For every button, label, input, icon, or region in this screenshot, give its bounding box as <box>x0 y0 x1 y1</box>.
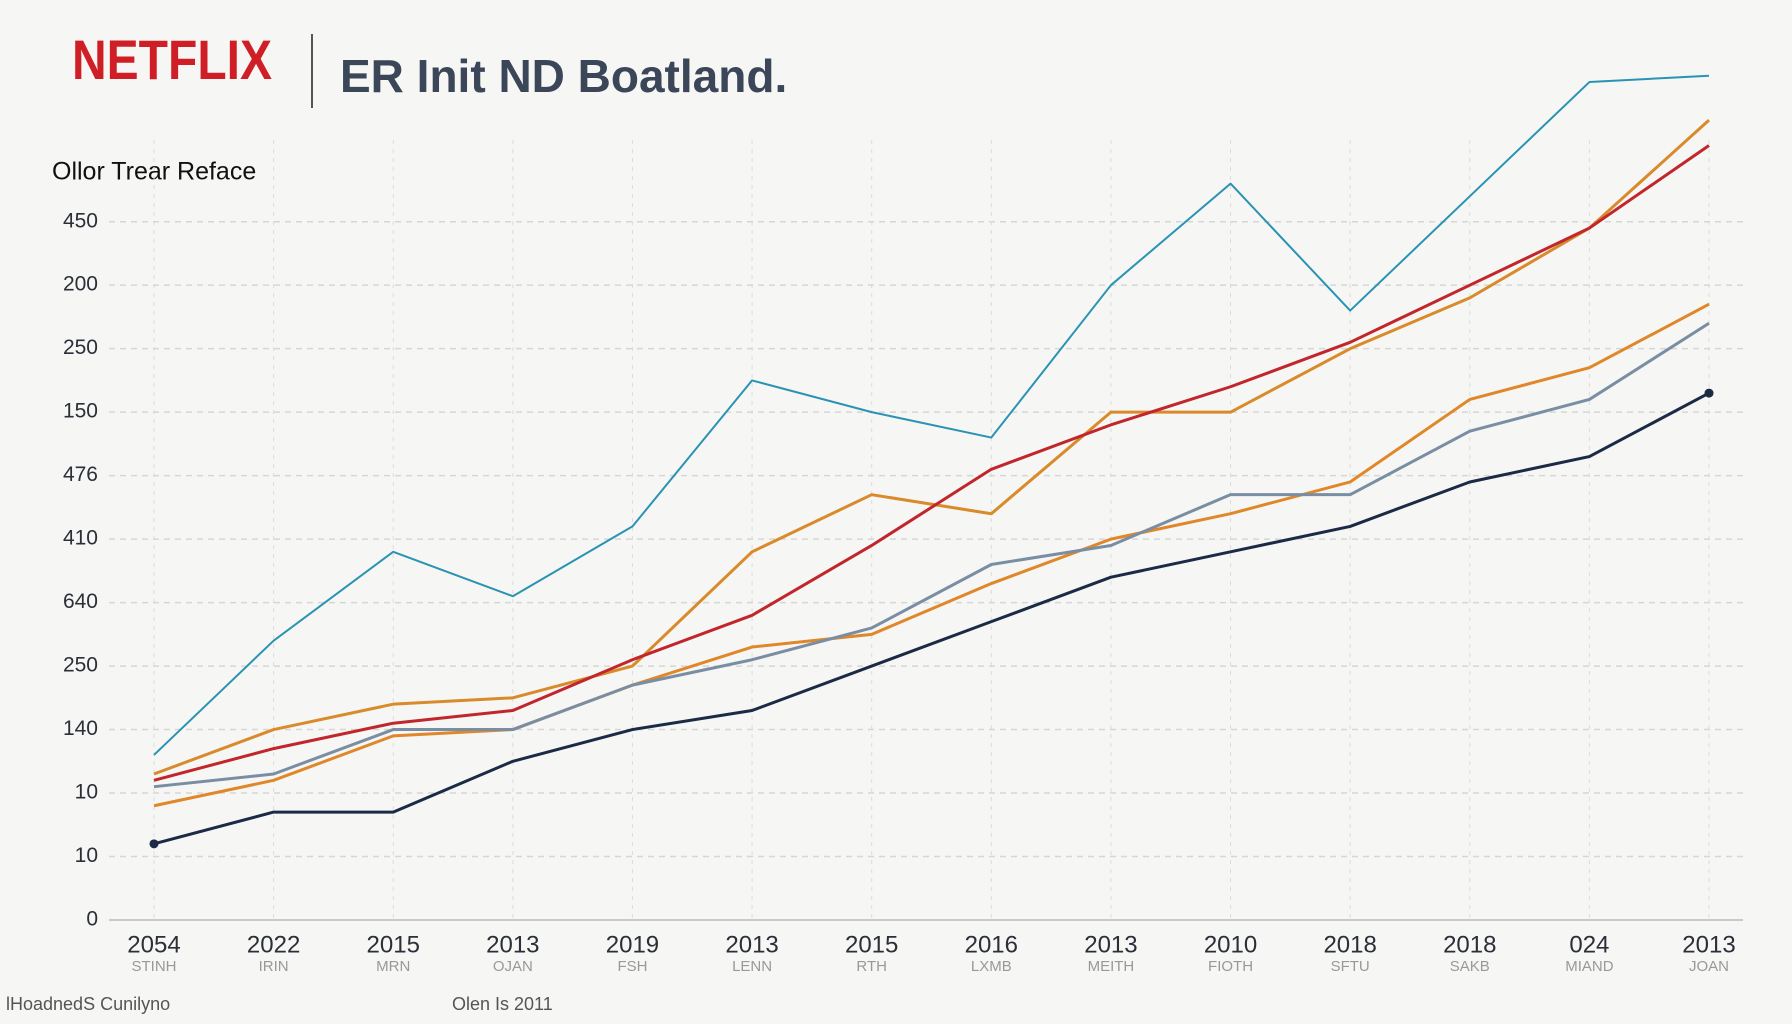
x-tick-label: 2013 <box>1682 931 1735 958</box>
footer-left: lHoadnedS Cunilyno <box>6 994 170 1014</box>
x-tick-sublabel: JOAN <box>1689 958 1729 975</box>
x-tick-label: 2013 <box>725 931 778 958</box>
x-tick-label: 2013 <box>486 931 539 958</box>
x-tick-sublabel: FIOTH <box>1208 958 1253 975</box>
chart-title: ER Init ND Boatland. <box>340 50 787 102</box>
x-tick-label: 2018 <box>1443 931 1496 958</box>
x-tick-label: 024 <box>1569 931 1609 958</box>
y-tick-label: 0 <box>86 908 98 931</box>
series-line <box>153 119 1711 776</box>
series-line <box>153 302 1710 808</box>
x-tick-sublabel: LXMB <box>971 958 1012 975</box>
y-tick-label: 450 <box>63 209 98 232</box>
x-tick-label: 2010 <box>1204 931 1257 958</box>
x-tick-sublabel: MEITH <box>1088 958 1135 975</box>
x-tick-label: 2019 <box>606 931 659 958</box>
y-tick-label: 150 <box>63 400 98 423</box>
x-tick-sublabel: MIAND <box>1565 958 1614 975</box>
y-axis-label: Ollor Trear Reface <box>52 158 256 186</box>
x-tick-sublabel: IRIN <box>259 958 289 975</box>
series-line <box>153 391 1710 846</box>
y-tick-label: 410 <box>63 527 98 550</box>
series-line <box>153 322 1710 789</box>
x-tick-sublabel: OJAN <box>493 958 533 975</box>
x-tick-sublabel: FSH <box>617 958 647 975</box>
x-tick-label: 2015 <box>845 931 898 958</box>
x-tick-label: 2022 <box>247 931 300 958</box>
series-line <box>153 144 1710 782</box>
y-tick-label: 250 <box>63 336 98 359</box>
x-tick-label: 2016 <box>965 931 1018 958</box>
x-tick-sublabel: SAKB <box>1450 958 1490 975</box>
y-tick-label: 250 <box>63 654 98 677</box>
end-dot <box>149 839 159 849</box>
x-tick-sublabel: MRN <box>376 958 410 975</box>
series-line <box>153 74 1710 756</box>
x-tick-label: 2054 <box>127 931 180 958</box>
x-tick-label: 2013 <box>1084 931 1137 958</box>
y-tick-label: 10 <box>75 844 98 867</box>
x-tick-sublabel: STINH <box>132 958 177 975</box>
x-tick-label: 2018 <box>1323 931 1376 958</box>
y-tick-label: 140 <box>63 717 98 740</box>
y-tick-label: 200 <box>63 273 98 296</box>
x-tick-sublabel: LENN <box>732 958 772 975</box>
y-tick-label: 476 <box>63 463 98 486</box>
y-tick-label: 640 <box>63 590 98 613</box>
brand-logo: NETFLIX <box>72 28 272 91</box>
y-tick-label: 10 <box>75 781 98 804</box>
end-dot <box>1704 388 1714 398</box>
footer-center: Olen Is 2011 <box>452 994 553 1014</box>
x-tick-sublabel: RTH <box>856 958 887 975</box>
x-tick-label: 2015 <box>367 931 420 958</box>
x-tick-sublabel: SFTU <box>1331 958 1370 975</box>
